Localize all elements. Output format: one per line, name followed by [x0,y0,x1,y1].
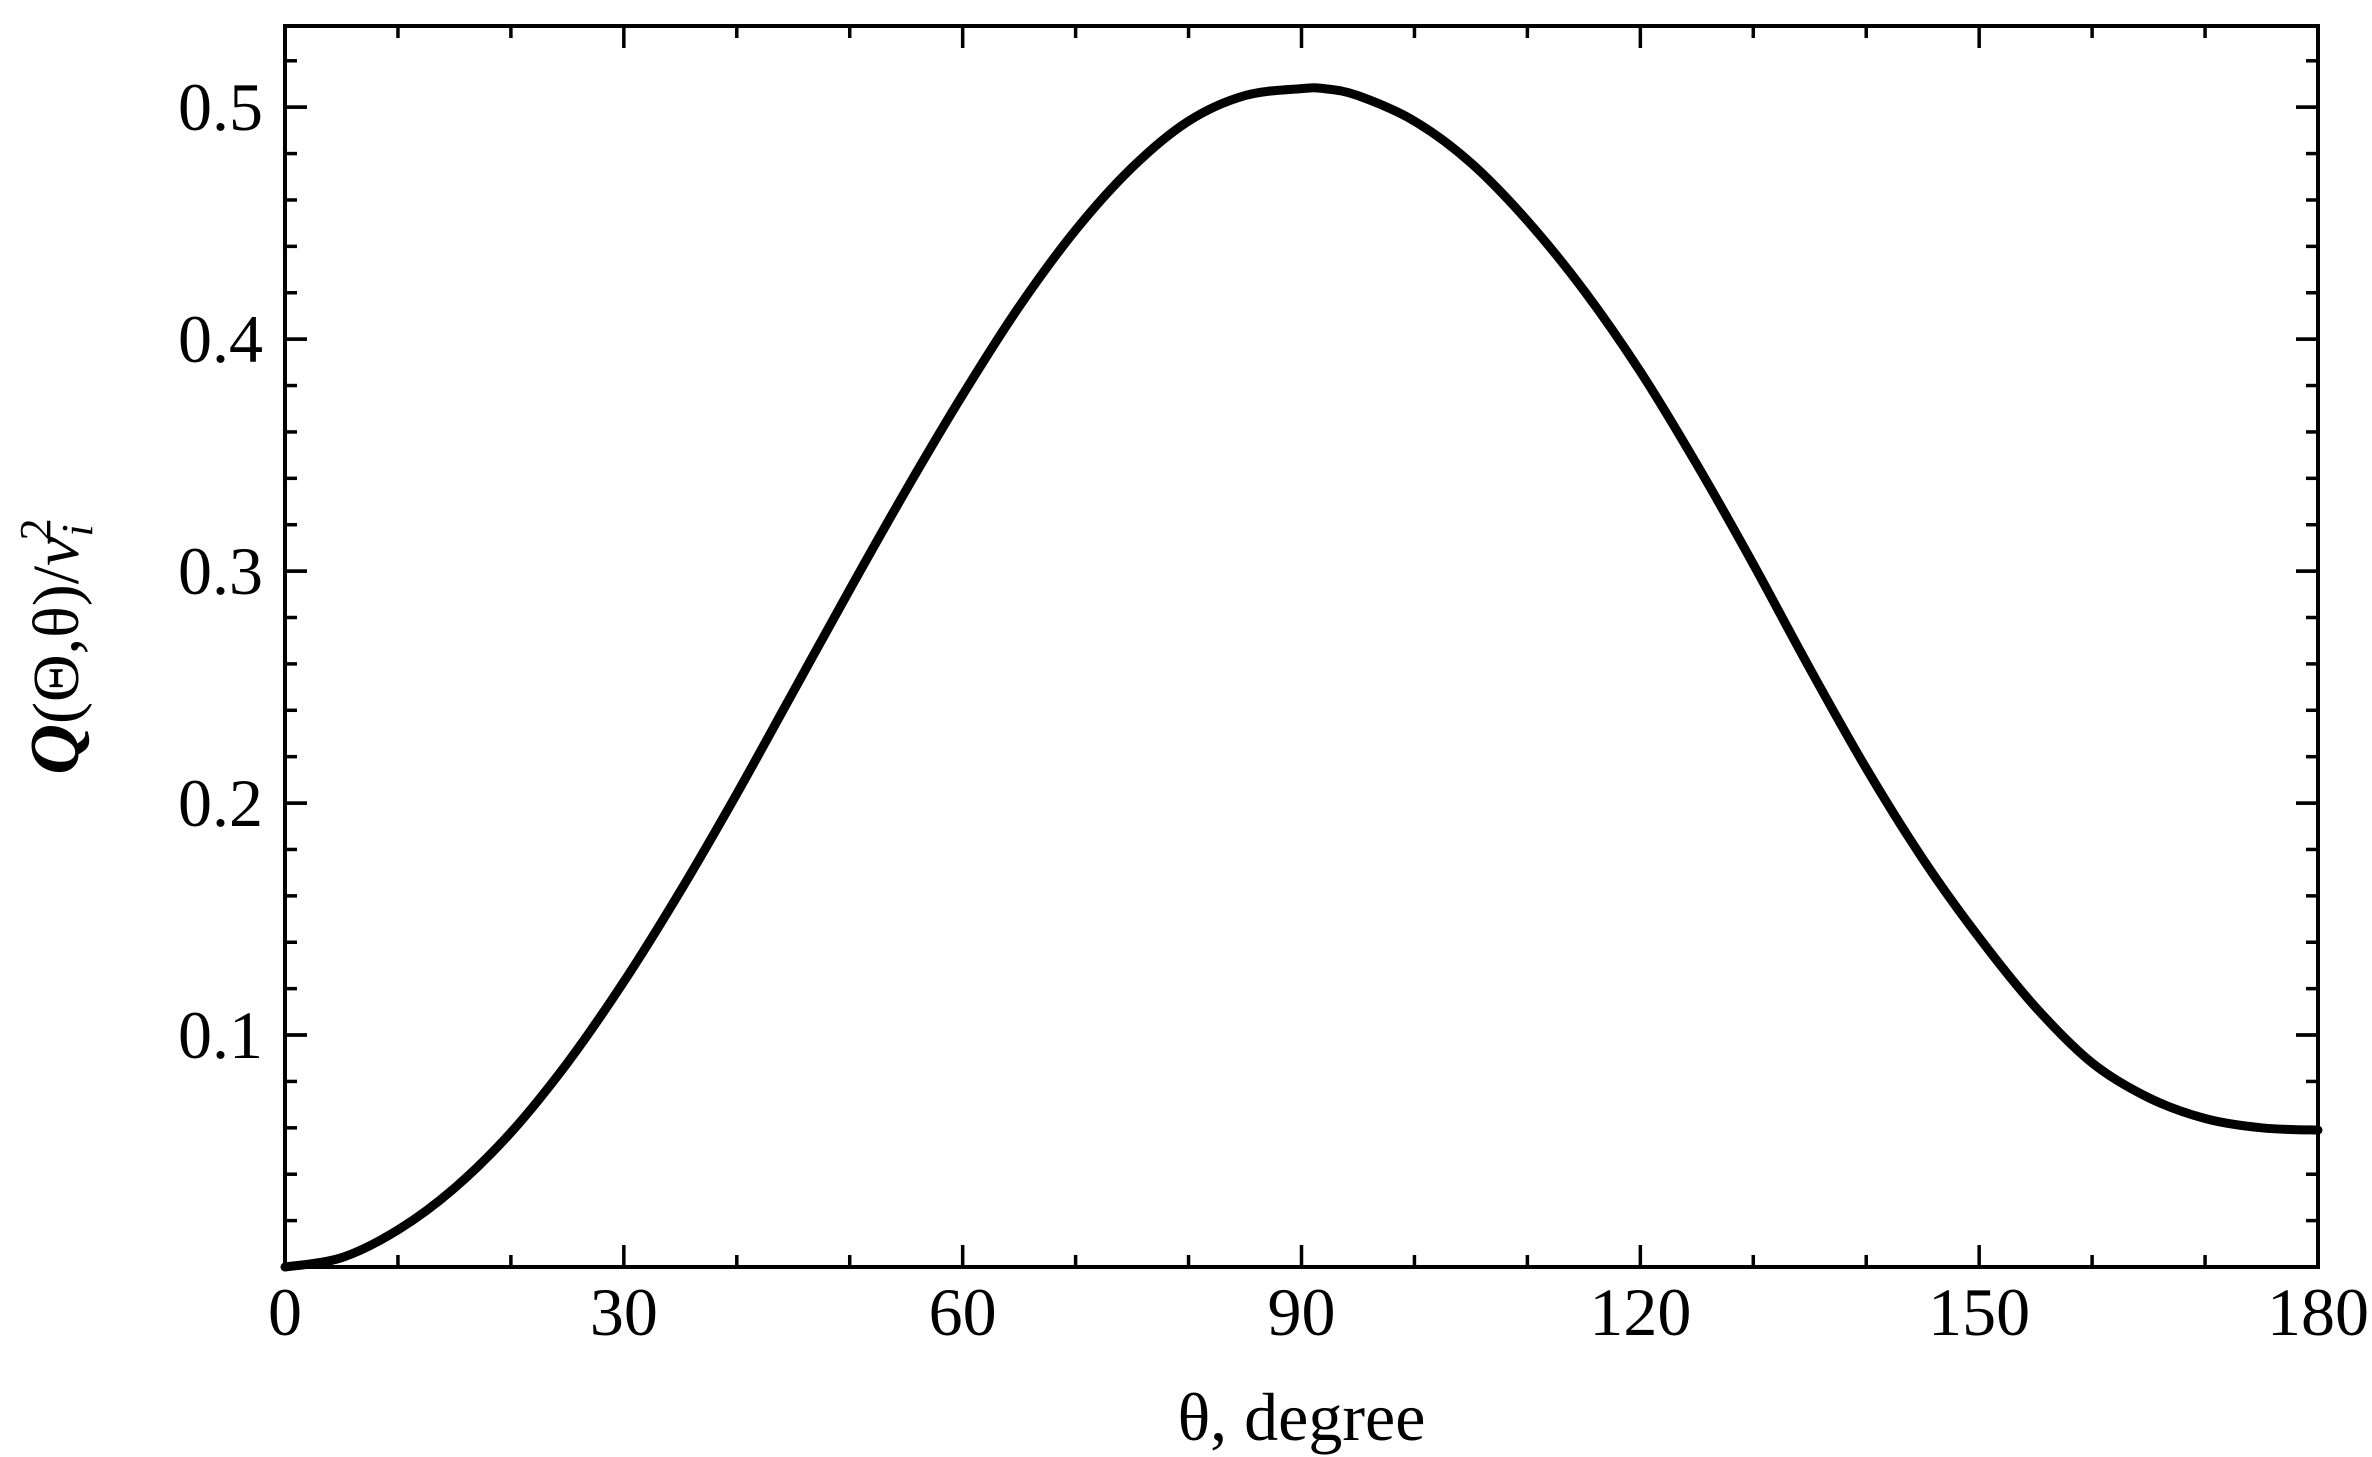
x-tick-label: 30 [590,1274,658,1350]
y-tick-label: 0.2 [178,765,263,841]
x-tick-label: 150 [1928,1274,2030,1350]
x-tick-label: 90 [1268,1274,1336,1350]
tick-marks [283,26,2320,1269]
plot-frame [283,24,2320,1269]
y-axis-label-v: v [20,536,93,566]
y-axis-label: Q(Θ,θ)/vi2 [11,518,102,774]
y-tick-label: 0.5 [178,69,263,145]
x-tick-label: 60 [929,1274,997,1350]
y-tick-labels: 0.1 0.2 0.3 0.4 0.5 [178,69,263,1073]
y-axis-label-sub: i [53,524,102,536]
x-tick-label: 0 [268,1274,302,1350]
x-tick-labels: 0 30 60 90 120 150 180 [268,1274,2369,1350]
y-axis-label-q: Q [17,724,94,775]
x-tick-label: 120 [1589,1274,1691,1350]
series-line [280,83,2323,1272]
x-axis-label: θ, degree [1178,1379,1426,1455]
y-axis-label-args: (Θ,θ)/ [20,565,93,724]
y-tick-label: 0.4 [178,301,263,377]
y-axis-label-sup: 2 [11,518,60,540]
y-tick-label: 0.3 [178,533,263,609]
x-tick-label: 180 [2267,1274,2369,1350]
y-tick-label: 0.1 [178,997,263,1073]
